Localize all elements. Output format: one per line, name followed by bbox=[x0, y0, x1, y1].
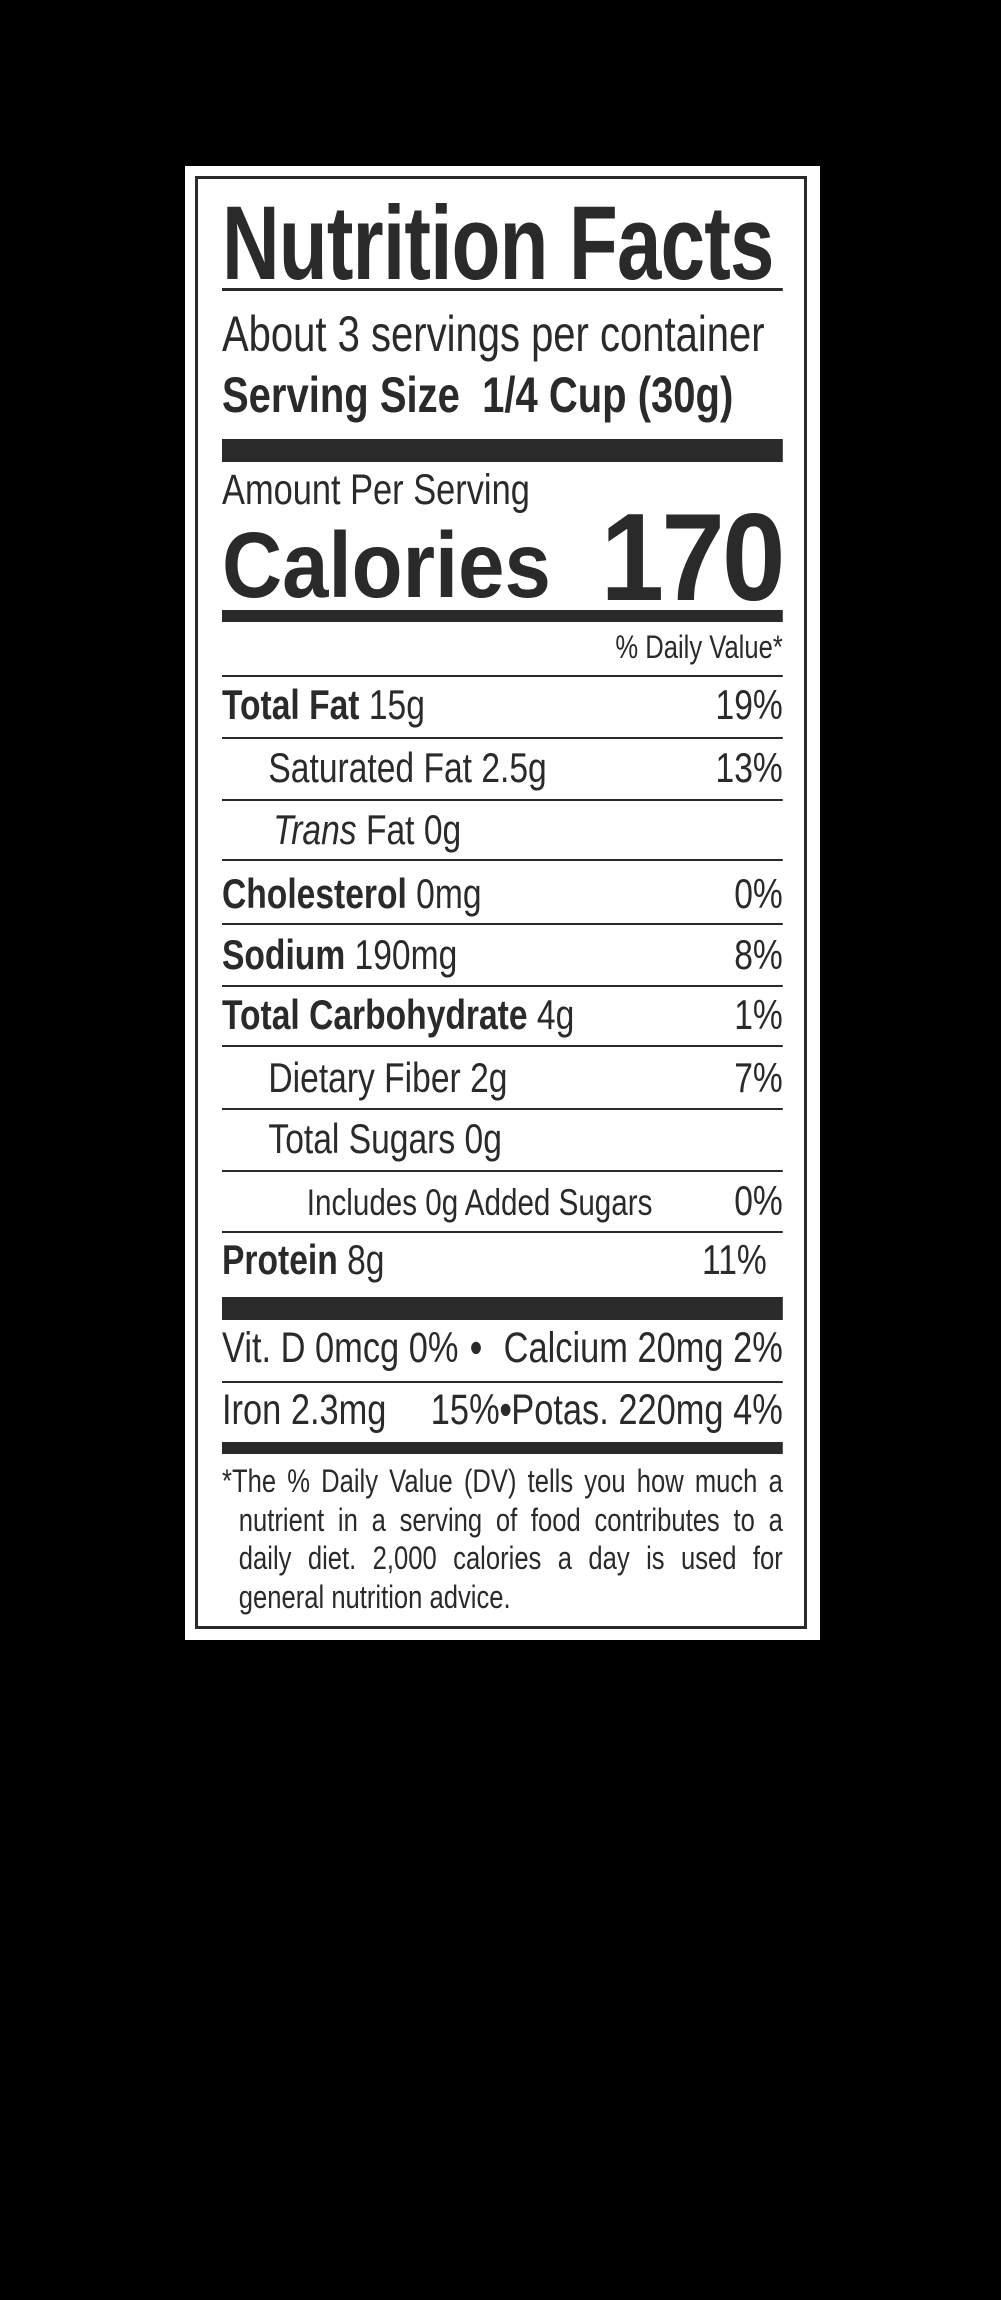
nutrient-row-sodium: Sodium 190mg bbox=[222, 934, 457, 976]
row-divider bbox=[222, 1381, 783, 1383]
nutrient-row-added-sugars: Includes 0g Added Sugars bbox=[306, 1182, 653, 1223]
potassium: Potas. 220mg 4% bbox=[511, 1386, 783, 1434]
nutrition-facts-label: Nutrition Facts About 3 servings per con… bbox=[222, 0, 786, 1700]
servings-per-container: About 3 servings per container bbox=[222, 306, 765, 362]
nutrient-dv: 19% bbox=[715, 681, 783, 728]
nutrient-name: Total Fat bbox=[222, 681, 360, 728]
thick-rule bbox=[222, 1297, 783, 1320]
nutrient-amount: 0g bbox=[464, 1115, 502, 1162]
nutrient-name: Cholesterol bbox=[222, 870, 407, 917]
nutrient-amount: 190mg bbox=[354, 931, 458, 978]
nutrient-row-trans-fat: Trans Fat 0g bbox=[273, 809, 461, 851]
nutrient-row-saturated-fat: Saturated Fat 2.5g bbox=[268, 747, 546, 789]
nutrient-name: Total Carbohydrate bbox=[222, 991, 528, 1038]
nutrient-row-dietary-fiber: Dietary Fiber 2g bbox=[268, 1057, 507, 1099]
nutrient-dv: 1% bbox=[734, 991, 783, 1038]
nutrient-dv: 0% bbox=[734, 870, 783, 917]
nutrient-name: Trans bbox=[273, 806, 357, 853]
row-divider bbox=[222, 923, 783, 925]
thick-rule bbox=[222, 439, 783, 462]
nutrient-amount: Fat 0g bbox=[365, 806, 462, 853]
row-divider bbox=[222, 1231, 783, 1233]
medium-rule bbox=[222, 610, 783, 622]
title-rule bbox=[222, 288, 783, 291]
nutrient-row-cholesterol: Cholesterol 0mg bbox=[222, 873, 482, 915]
nutrient-name: Dietary Fiber bbox=[268, 1054, 461, 1101]
serving-size-value: 1/4 Cup (30g) bbox=[482, 367, 734, 423]
nutrient-amount: 8g bbox=[347, 1236, 385, 1283]
nutrient-amount: 15g bbox=[368, 681, 425, 728]
row-divider bbox=[222, 1170, 783, 1172]
medium-rule bbox=[222, 1442, 783, 1454]
nutrient-name: Protein bbox=[222, 1236, 338, 1283]
calcium: Calcium 20mg 2% bbox=[503, 1324, 783, 1372]
nutrient-dv: 11% bbox=[702, 1236, 767, 1283]
iron-dv-value: 15% bbox=[430, 1386, 500, 1434]
bullet-icon: • bbox=[470, 1324, 483, 1372]
nutrient-name: Saturated Fat bbox=[268, 744, 472, 791]
amount-per-serving: Amount Per Serving bbox=[222, 466, 530, 514]
iron: Iron 2.3mg bbox=[222, 1386, 387, 1434]
nutrient-dv: 7% bbox=[734, 1054, 783, 1101]
calories-label: Calories bbox=[222, 513, 551, 617]
vitamin-d: Vit. D 0mcg 0% bbox=[222, 1324, 459, 1372]
row-divider bbox=[222, 799, 783, 801]
row-divider bbox=[222, 859, 783, 861]
nutrient-dv: 13% bbox=[715, 744, 783, 791]
nutrient-amount: 4g bbox=[536, 991, 575, 1038]
iron-dv: 15%• bbox=[431, 1389, 512, 1432]
label-background bbox=[185, 166, 820, 1640]
row-divider bbox=[222, 737, 783, 739]
nutrient-name: Total Sugars bbox=[268, 1115, 456, 1162]
footnote: *The % Daily Value (DV) tells you how mu… bbox=[222, 1463, 783, 1615]
nutrient-row-total-sugars: Total Sugars 0g bbox=[268, 1118, 501, 1160]
row-divider bbox=[222, 1108, 783, 1110]
nutrient-dv: 0% bbox=[734, 1177, 783, 1224]
row-divider bbox=[222, 985, 783, 987]
daily-value-header: % Daily Value* bbox=[615, 629, 783, 665]
label-border bbox=[195, 176, 807, 1629]
serving-size: Serving Size 1/4 Cup (30g) bbox=[222, 370, 733, 420]
bullet-icon: • bbox=[499, 1386, 512, 1434]
nutrient-name: Sodium bbox=[222, 931, 346, 978]
serving-size-label: Serving Size bbox=[222, 367, 460, 423]
row-divider bbox=[222, 675, 783, 677]
nutrient-dv: 8% bbox=[734, 931, 783, 978]
label-title: Nutrition Facts bbox=[222, 185, 774, 302]
nutrient-row-protein: Protein 8g bbox=[222, 1239, 384, 1281]
calories-value: 170 bbox=[600, 489, 786, 627]
nutrient-amount: 0mg bbox=[416, 870, 482, 917]
nutrient-row-total-carbohydrate: Total Carbohydrate 4g bbox=[222, 994, 574, 1036]
nutrient-amount: 2g bbox=[470, 1054, 508, 1101]
nutrient-row-total-fat: Total Fat 15g bbox=[222, 684, 425, 726]
nutrient-amount: 2.5g bbox=[481, 744, 547, 791]
row-divider bbox=[222, 1045, 783, 1047]
